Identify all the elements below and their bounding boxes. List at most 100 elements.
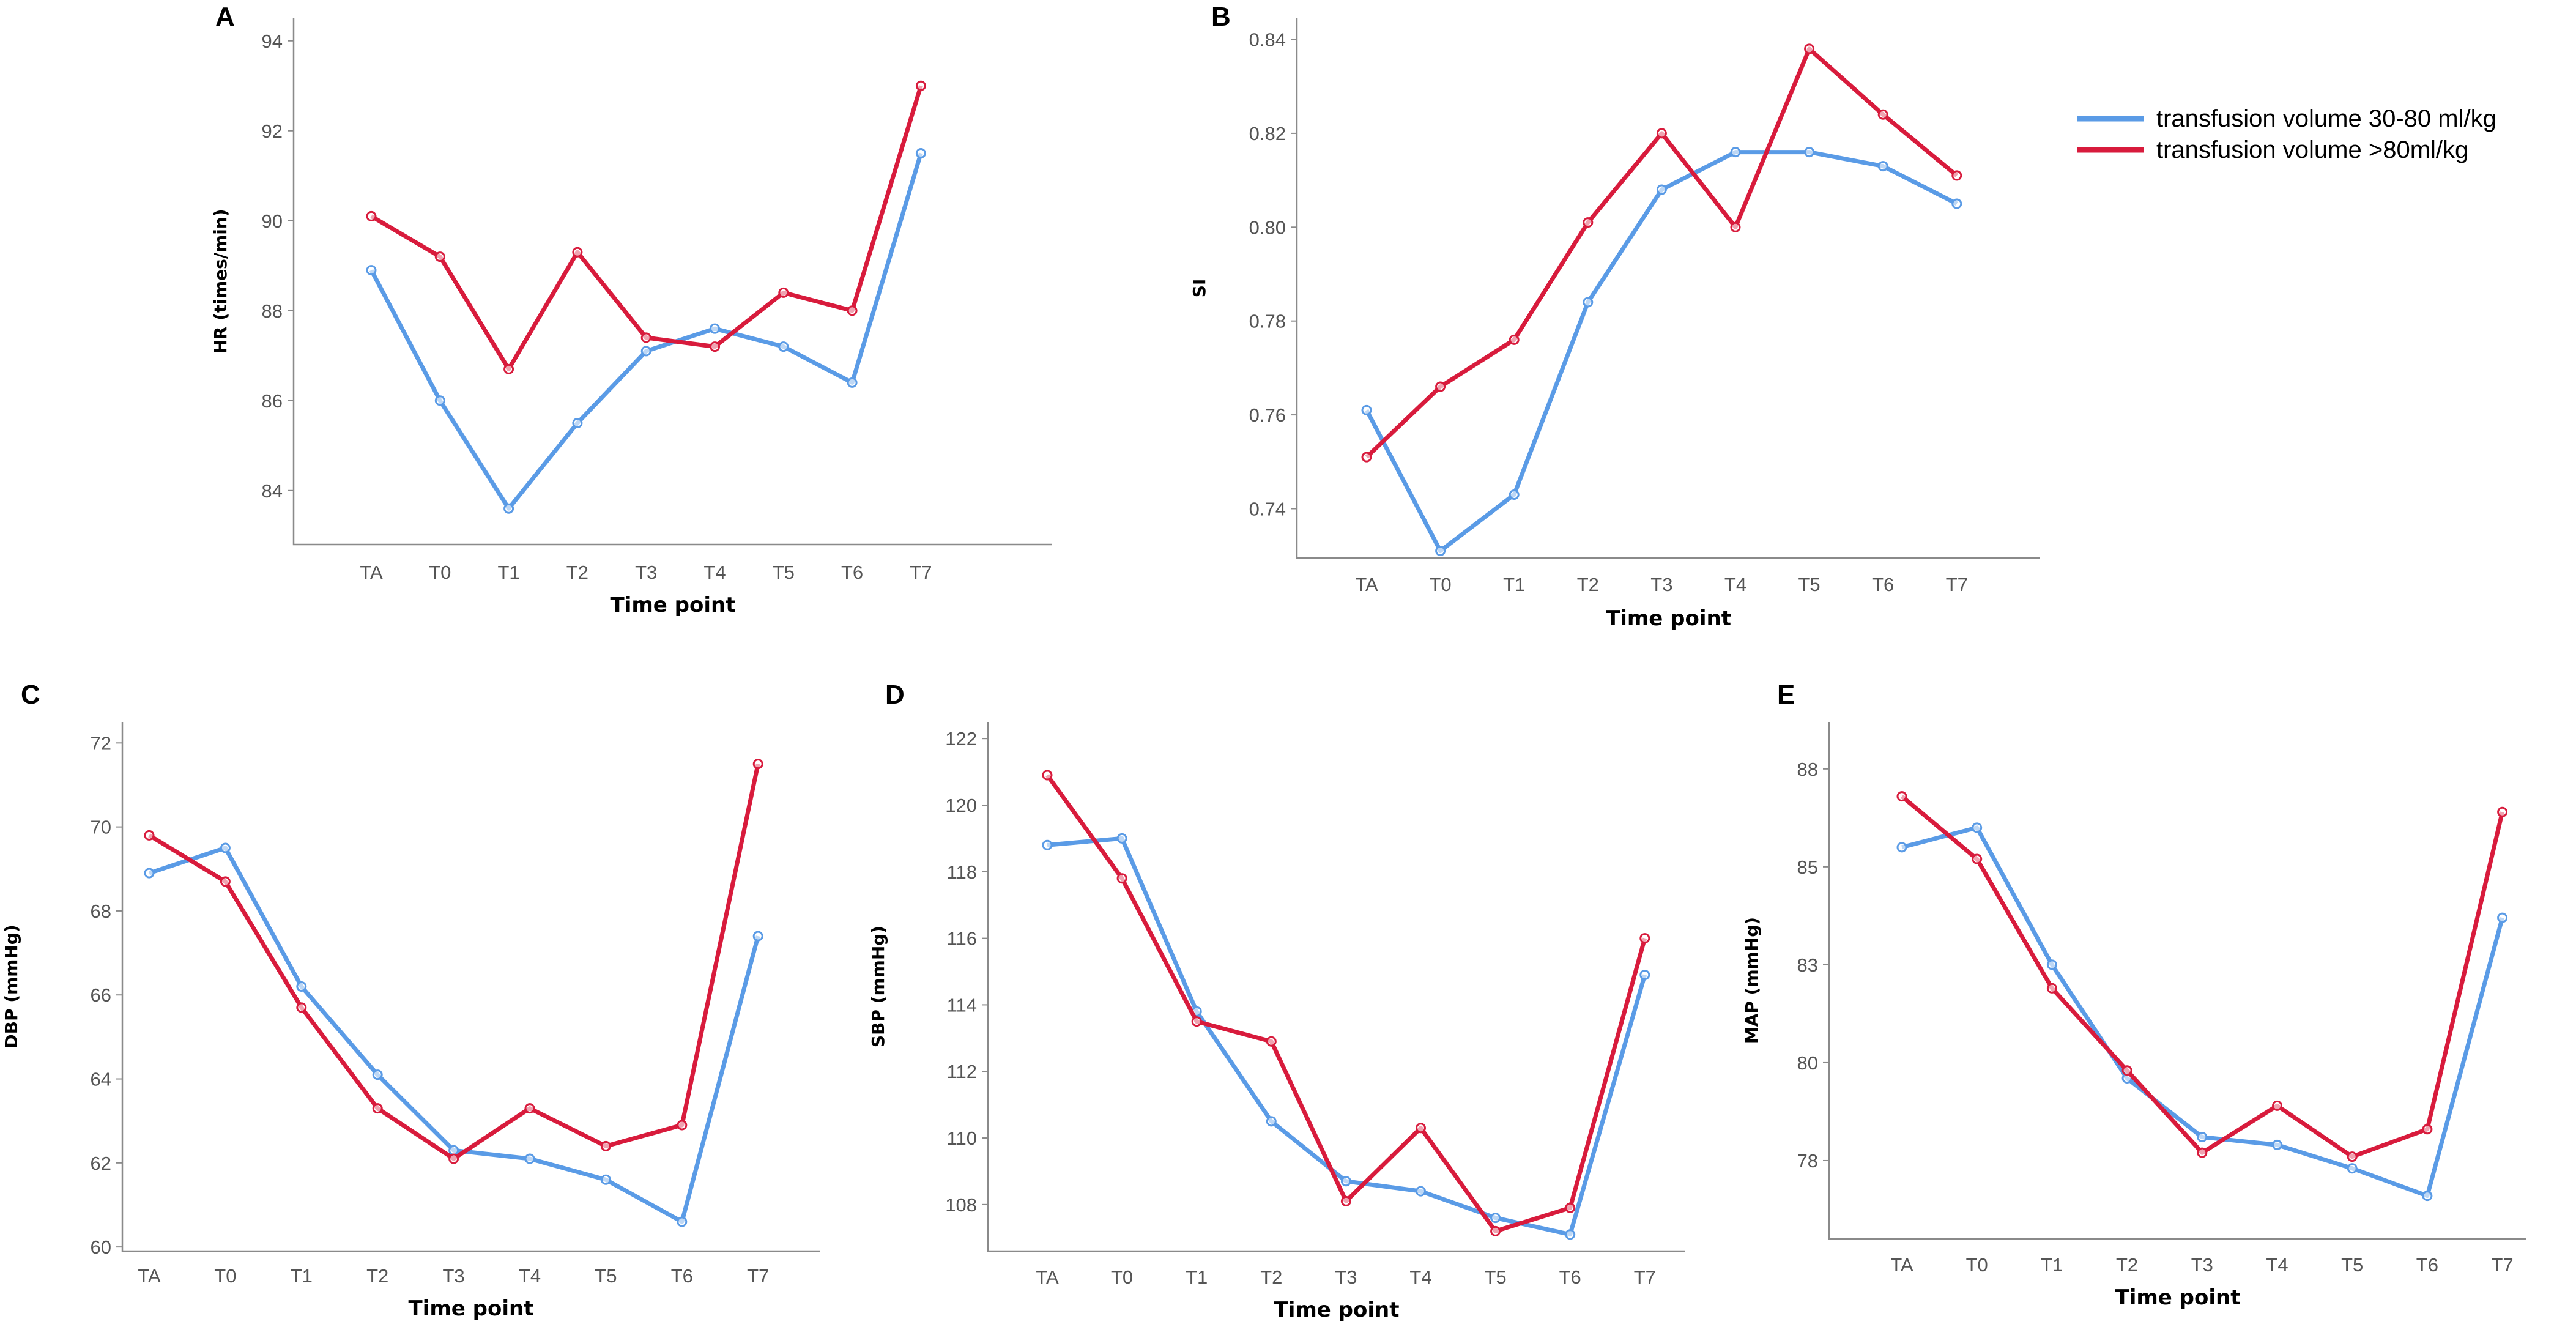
data-point-series-2 [710, 341, 720, 352]
x-tick-label: T7 [1946, 574, 1968, 595]
data-point-series-2 [847, 305, 858, 316]
data-point-series-1 [1639, 969, 1650, 980]
data-point-series-2 [640, 332, 651, 343]
y-tick-label: 94 [262, 31, 283, 52]
data-point-series-1 [572, 418, 583, 429]
data-point-series-1 [1340, 1176, 1351, 1187]
data-point-series-2 [600, 1140, 611, 1151]
data-point-series-2 [1509, 334, 1520, 345]
y-tick-label: 0.84 [1249, 29, 1286, 51]
data-point-series-1 [366, 265, 377, 276]
y-tick-label: 0.76 [1249, 404, 1286, 426]
data-point-series-2 [1191, 1016, 1202, 1027]
y-tick-label: 70 [91, 817, 111, 838]
x-tick-label: T2 [2116, 1254, 2138, 1276]
data-point-series-2 [296, 1002, 307, 1013]
x-tick-label: T7 [747, 1265, 769, 1287]
data-point-series-1 [1509, 489, 1520, 500]
y-tick-label: 114 [947, 994, 977, 1016]
chart-panel-a: A 84 86 88 90 92 94 TA T0 T1 T2 T3 T4 T5 T6 T7 Time poin… [210, 2, 1052, 617]
series-line-2 [370, 85, 923, 371]
x-tick-label: T1 [1186, 1266, 1208, 1288]
x-tick-label: T7 [910, 562, 932, 583]
legend: transfusion volume 30-80 ml/kg transfusi… [2077, 105, 2496, 163]
series-line-1 [1047, 836, 1647, 1237]
x-tick-label: TA [360, 562, 383, 583]
data-point-series-1 [1042, 839, 1053, 850]
x-tick-label: T6 [1872, 574, 1894, 595]
y-tick-label: 0.74 [1249, 498, 1286, 519]
data-point-series-1 [2197, 1132, 2208, 1143]
y-tick-label: 85 [1797, 857, 1818, 878]
chart-panel-c: C 60 62 64 66 68 70 72 TA T0 T1 T2 T3 T4 T5 T6 T7 Time po… [1, 680, 820, 1321]
data-point-series-1 [640, 346, 651, 357]
x-axis-label: Time point [1606, 606, 1731, 631]
data-point-series-1 [1730, 147, 1741, 158]
data-point-series-2 [1361, 452, 1372, 463]
x-tick-label: T2 [1260, 1266, 1282, 1288]
data-point-series-2 [1266, 1036, 1277, 1047]
x-tick-label: T5 [773, 562, 795, 583]
data-point-series-1 [434, 395, 445, 406]
data-point-series-1 [1972, 822, 1983, 833]
data-point-series-2 [752, 759, 763, 770]
data-point-series-2 [1116, 873, 1127, 884]
data-point-series-2 [1435, 381, 1446, 392]
data-point-series-1 [710, 323, 720, 334]
x-tick-label: T3 [443, 1265, 465, 1287]
data-point-series-1 [1877, 161, 1888, 172]
data-point-series-2 [2422, 1124, 2433, 1135]
axis-lines [121, 722, 820, 1252]
data-point-series-1 [915, 148, 926, 159]
data-point-series-1 [144, 868, 155, 879]
data-point-series-1 [1490, 1213, 1501, 1224]
data-point-series-1 [2272, 1139, 2282, 1150]
y-tick-label: 116 [947, 928, 977, 950]
y-tick-label: 68 [91, 901, 111, 922]
x-tick-label: T4 [1409, 1266, 1431, 1288]
data-point-series-1 [1804, 147, 1815, 158]
data-point-series-1 [2497, 912, 2508, 923]
y-tick-label: 64 [91, 1069, 111, 1090]
data-point-series-2 [778, 287, 789, 298]
y-tick-label: 72 [91, 732, 111, 754]
x-tick-label: T6 [1559, 1266, 1581, 1288]
y-axis-label: SBP (mmHg) [868, 926, 888, 1047]
data-point-series-2 [524, 1103, 535, 1114]
x-tick-label: T6 [671, 1265, 693, 1287]
x-tick-label: T3 [635, 562, 657, 583]
data-point-series-2 [1972, 853, 1983, 864]
x-tick-label: T1 [291, 1265, 313, 1287]
data-point-series-1 [2046, 959, 2057, 970]
x-tick-label: T0 [1966, 1254, 1988, 1276]
x-tick-label: TA [1036, 1266, 1059, 1288]
x-tick-label: T1 [2041, 1254, 2063, 1276]
data-point-series-2 [1656, 128, 1667, 139]
legend-label-series1: transfusion volume 30-80 ml/kg [2156, 105, 2496, 132]
data-point-series-1 [220, 842, 231, 853]
x-tick-label: TA [1890, 1254, 1913, 1276]
data-point-series-2 [1042, 770, 1053, 781]
data-point-series-2 [1416, 1123, 1426, 1134]
data-point-series-1 [1565, 1229, 1576, 1240]
x-axis-label: Time point [409, 1296, 534, 1321]
y-axis-label: DBP (mmHg) [1, 924, 21, 1048]
x-tick-label: T1 [498, 562, 520, 583]
data-point-series-2 [448, 1153, 459, 1164]
x-tick-label: T3 [1335, 1266, 1357, 1288]
x-axis-label: Time point [2115, 1285, 2241, 1310]
x-tick-label: T0 [214, 1265, 236, 1287]
y-tick-label: 92 [262, 121, 283, 142]
axis-lines [1828, 722, 2526, 1240]
x-tick-label: T2 [1577, 574, 1599, 595]
data-point-series-1 [1435, 545, 1446, 556]
data-point-series-1 [448, 1145, 459, 1156]
legend-label-series2: transfusion volume >80ml/kg [2156, 136, 2468, 163]
data-point-series-2 [2272, 1100, 2282, 1111]
y-tick-label: 86 [262, 390, 283, 412]
x-axis-label: Time point [611, 593, 736, 617]
data-point-series-2 [220, 876, 231, 887]
panel-letter: C [21, 680, 40, 710]
x-tick-label: T1 [1503, 574, 1525, 595]
